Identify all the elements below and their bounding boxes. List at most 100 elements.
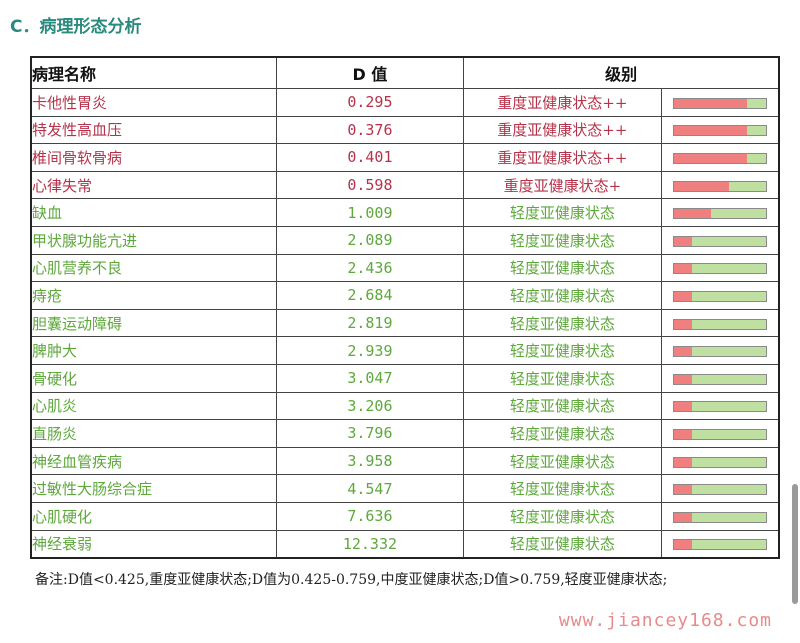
level-bar-fill	[673, 153, 748, 163]
level-label: 重度亚健康状态+	[463, 170, 662, 200]
level-bar-cell	[660, 336, 780, 365]
table-row: 卡他性胃炎 0.295 重度亚健康状态++	[30, 88, 780, 117]
level-bar	[672, 290, 767, 302]
level-bar-fill	[673, 236, 693, 246]
level-bar-fill	[673, 402, 693, 412]
pathology-name: 神经衰弱	[30, 529, 277, 559]
level-bar-cell	[660, 115, 780, 145]
level-bar-fill	[673, 181, 729, 191]
pathology-name: 脾肿大	[30, 336, 277, 365]
level-bar-fill	[673, 457, 693, 467]
level-bar-cell	[660, 501, 780, 531]
table-row: 椎间骨软骨病 0.401 重度亚健康状态++	[30, 143, 780, 172]
level-bar-cell	[660, 308, 780, 338]
level-bar-cell	[660, 198, 780, 227]
table-row: 心肌炎 3.206 轻度亚健康状态	[30, 391, 780, 421]
d-value: 2.436	[275, 253, 465, 283]
level-label: 轻度亚健康状态	[463, 225, 662, 255]
level-label: 轻度亚健康状态	[463, 446, 662, 476]
table-row: 特发性高血压 0.376 重度亚健康状态++	[30, 115, 780, 145]
pathology-name: 心肌营养不良	[30, 253, 277, 283]
level-bar-fill	[673, 347, 693, 357]
level-bar-cell	[660, 529, 780, 559]
level-bar	[672, 373, 767, 385]
pathology-name: 卡他性胃炎	[30, 88, 277, 117]
table-row: 缺血 1.009 轻度亚健康状态	[30, 198, 780, 227]
d-value: 2.819	[275, 308, 465, 338]
scrollbar[interactable]	[792, 484, 798, 604]
level-bar-cell	[660, 225, 780, 255]
pathology-name: 特发性高血压	[30, 115, 277, 145]
level-bar	[672, 428, 767, 440]
level-bar	[672, 511, 767, 523]
d-value: 2.939	[275, 336, 465, 365]
pathology-name: 直肠炎	[30, 419, 277, 448]
pathology-name: 骨硬化	[30, 363, 277, 393]
level-label: 轻度亚健康状态	[463, 419, 662, 448]
level-label: 轻度亚健康状态	[463, 308, 662, 338]
level-label: 轻度亚健康状态	[463, 474, 662, 503]
level-bar-fill	[673, 374, 693, 384]
level-bar	[672, 97, 767, 109]
level-bar	[672, 401, 767, 413]
level-bar-fill	[673, 264, 693, 274]
level-bar-fill	[673, 319, 693, 329]
pathology-name: 心肌炎	[30, 391, 277, 421]
d-value: 3.047	[275, 363, 465, 393]
level-bar-cell	[660, 446, 780, 476]
d-value: 4.547	[275, 474, 465, 503]
level-label: 轻度亚健康状态	[463, 198, 662, 227]
d-value: 0.295	[275, 88, 465, 117]
level-bar	[672, 125, 767, 137]
table-header-row: 病理名称 D 值 级别	[30, 56, 780, 89]
d-value: 7.636	[275, 501, 465, 531]
header-d-value: D 值	[275, 56, 465, 89]
level-bar-cell	[660, 391, 780, 421]
level-label: 轻度亚健康状态	[463, 501, 662, 531]
level-bar-cell	[660, 281, 780, 310]
d-value: 2.684	[275, 281, 465, 310]
table-row: 直肠炎 3.796 轻度亚健康状态	[30, 419, 780, 448]
pathology-name: 痔疮	[30, 281, 277, 310]
d-value: 2.089	[275, 225, 465, 255]
pathology-table: 病理名称 D 值 级别 卡他性胃炎 0.295 重度亚健康状态++ 特发性高血压 0.3…	[30, 56, 780, 560]
header-level: 级别	[463, 56, 780, 89]
level-bar	[672, 539, 767, 551]
table-row: 心肌硬化 7.636 轻度亚健康状态	[30, 501, 780, 531]
level-bar-fill	[673, 209, 711, 219]
level-bar-fill	[673, 512, 693, 522]
level-bar	[672, 318, 767, 330]
level-bar	[672, 180, 767, 192]
level-bar-cell	[660, 88, 780, 117]
d-value: 3.206	[275, 391, 465, 421]
table-row: 心律失常 0.598 重度亚健康状态+	[30, 170, 780, 200]
level-label: 轻度亚健康状态	[463, 336, 662, 365]
level-label: 重度亚健康状态++	[463, 115, 662, 145]
pathology-name: 甲状腺功能亢进	[30, 225, 277, 255]
level-bar-cell	[660, 253, 780, 283]
level-bar-cell	[660, 419, 780, 448]
level-label: 轻度亚健康状态	[463, 281, 662, 310]
d-value: 0.376	[275, 115, 465, 145]
pathology-name: 神经血管疾病	[30, 446, 277, 476]
table-row: 心肌营养不良 2.436 轻度亚健康状态	[30, 253, 780, 283]
watermark-url: www.jiancey168.com	[558, 610, 772, 631]
level-bar-fill	[673, 291, 693, 301]
table-row: 骨硬化 3.047 轻度亚健康状态	[30, 363, 780, 393]
level-bar	[672, 235, 767, 247]
table-row: 甲状腺功能亢进 2.089 轻度亚健康状态	[30, 225, 780, 255]
level-label: 轻度亚健康状态	[463, 363, 662, 393]
header-name: 病理名称	[30, 56, 277, 89]
level-bar-cell	[660, 143, 780, 172]
level-bar	[672, 456, 767, 468]
table-row: 胆囊运动障碍 2.819 轻度亚健康状态	[30, 308, 780, 338]
table-row: 神经血管疾病 3.958 轻度亚健康状态	[30, 446, 780, 476]
level-bar-fill	[673, 126, 748, 136]
d-value: 12.332	[275, 529, 465, 559]
level-bar-cell	[660, 170, 780, 200]
level-label: 轻度亚健康状态	[463, 529, 662, 559]
d-value: 1.009	[275, 198, 465, 227]
level-label: 轻度亚健康状态	[463, 391, 662, 421]
pathology-name: 胆囊运动障碍	[30, 308, 277, 338]
d-value: 0.401	[275, 143, 465, 172]
